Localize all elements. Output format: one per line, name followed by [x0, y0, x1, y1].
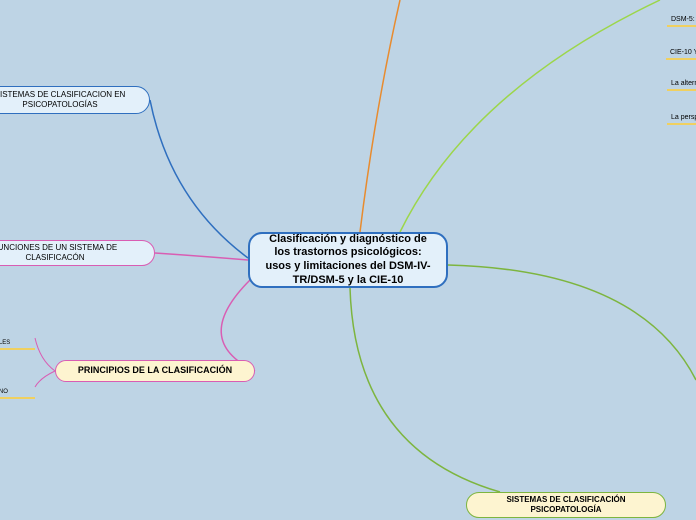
- branch-node[interactable]: SISTEMAS DE CLASIFICACIÓN PSICOPATOLOGÍA: [466, 492, 666, 518]
- right-leaf-node[interactable]: La perspec: [667, 112, 696, 125]
- mindmap-canvas: Clasificación y diagnóstico de los trast…: [0, 0, 696, 520]
- right-leaf-node[interactable]: DSM-5: un: [667, 14, 696, 27]
- right-leaf-node[interactable]: La alternat: [667, 78, 696, 91]
- leaf-node[interactable]: MODELOS CATEGORIANO: [0, 381, 35, 399]
- branch-node[interactable]: FUNCIONES DE UN SISTEMA DE CLASIFICACÓN: [0, 240, 155, 266]
- center-node[interactable]: Clasificación y diagnóstico de los trast…: [248, 232, 448, 288]
- branch-node[interactable]: PRINCIPIOS DE LA CLASIFICACIÓN: [55, 360, 255, 382]
- branch-node[interactable]: SISTEMAS DE CLASIFICACION EN PSICOPATOLO…: [0, 86, 150, 114]
- leaf-node[interactable]: MODELOS CATEGORIALES: [0, 332, 35, 350]
- right-leaf-node[interactable]: CIE-10 Y C: [666, 47, 696, 60]
